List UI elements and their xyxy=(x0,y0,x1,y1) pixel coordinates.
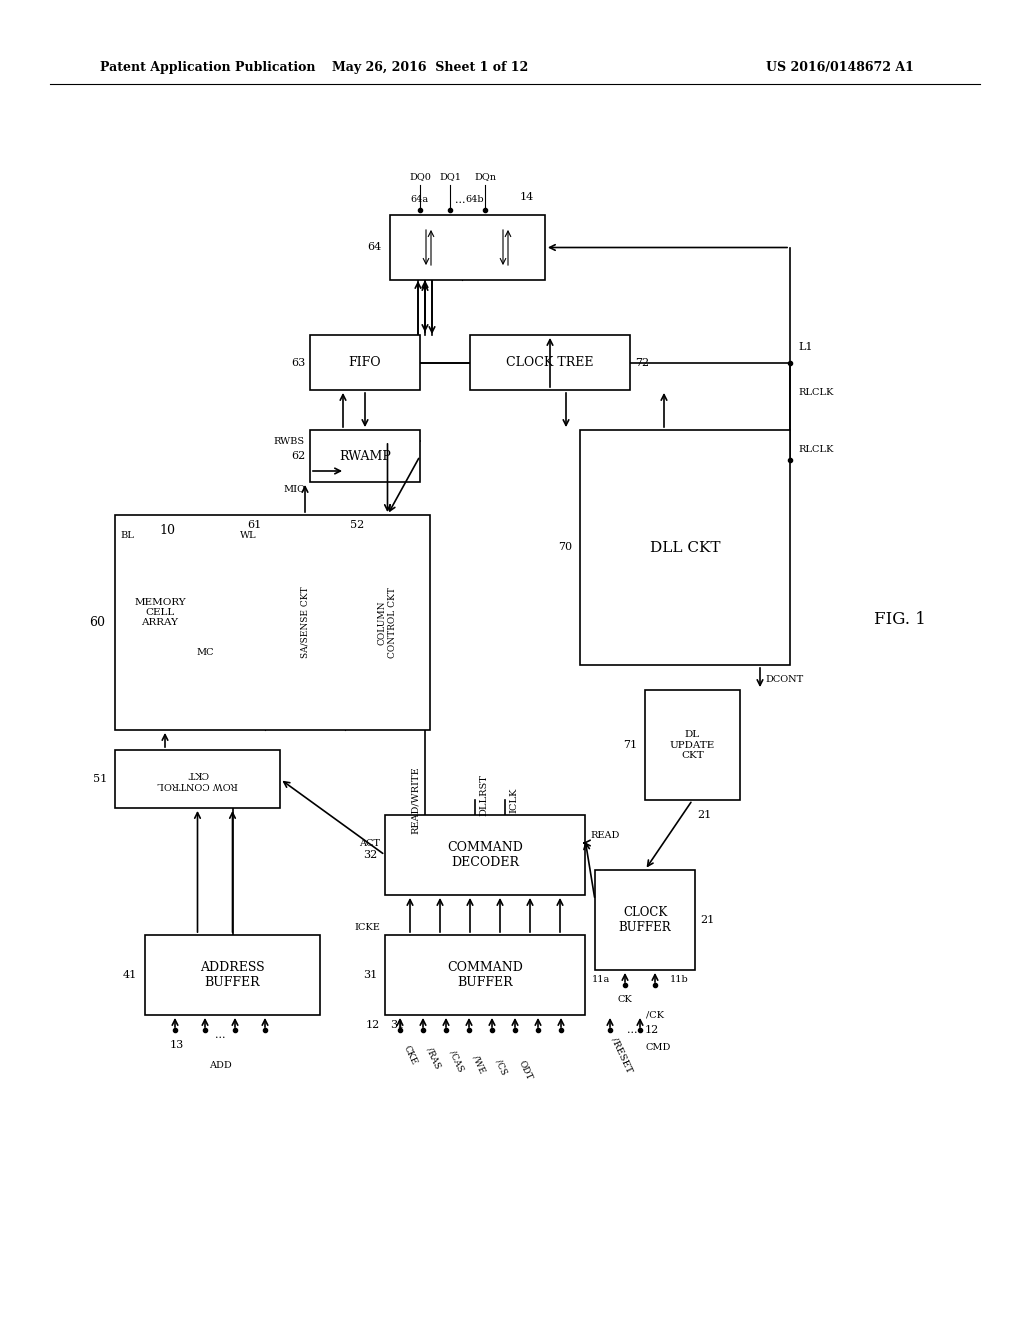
Text: 13: 13 xyxy=(170,1040,184,1049)
Bar xyxy=(595,870,695,970)
Text: BL: BL xyxy=(120,531,134,540)
Text: MEMORY
CELL
ARRAY: MEMORY CELL ARRAY xyxy=(134,598,185,627)
Text: 52: 52 xyxy=(350,520,365,531)
Text: COMMAND
DECODER: COMMAND DECODER xyxy=(447,841,523,869)
Text: ...: ... xyxy=(628,1026,638,1035)
Text: 12: 12 xyxy=(645,1026,659,1035)
Text: DQ0: DQ0 xyxy=(409,173,431,181)
Text: 12: 12 xyxy=(366,1020,380,1030)
Text: L1: L1 xyxy=(798,342,812,352)
Text: DLLRST: DLLRST xyxy=(479,774,488,816)
Text: /RAS: /RAS xyxy=(425,1045,442,1071)
Text: RWAMP: RWAMP xyxy=(339,450,391,462)
Text: 64b: 64b xyxy=(465,195,483,205)
Text: 62: 62 xyxy=(291,451,305,461)
Text: /CS: /CS xyxy=(494,1057,509,1076)
Text: May 26, 2016  Sheet 1 of 12: May 26, 2016 Sheet 1 of 12 xyxy=(332,62,528,74)
Text: /WE: /WE xyxy=(471,1053,487,1074)
Text: 11b: 11b xyxy=(670,975,689,985)
Text: MC: MC xyxy=(197,648,214,657)
Bar xyxy=(115,515,430,730)
Text: CMD: CMD xyxy=(645,1043,671,1052)
Bar xyxy=(385,814,585,895)
Text: 64a: 64a xyxy=(410,195,428,205)
Text: /CAS: /CAS xyxy=(449,1049,466,1073)
Text: US 2016/0148672 A1: US 2016/0148672 A1 xyxy=(766,62,914,74)
Text: MIO: MIO xyxy=(283,486,305,495)
Bar xyxy=(390,215,545,280)
Text: 31: 31 xyxy=(362,970,377,979)
Text: DL
UPDATE
CKT: DL UPDATE CKT xyxy=(670,730,715,760)
Bar xyxy=(145,935,319,1015)
Text: ICLK: ICLK xyxy=(509,787,518,813)
Text: DCONT: DCONT xyxy=(765,676,803,685)
Text: 61: 61 xyxy=(248,520,262,531)
Text: ICKE: ICKE xyxy=(354,923,380,932)
Text: RWBS: RWBS xyxy=(273,437,305,446)
Text: /CK: /CK xyxy=(646,1011,664,1019)
Text: ...: ... xyxy=(455,195,465,205)
Text: 31: 31 xyxy=(390,1020,404,1030)
Text: ROW CONTROL
CKT: ROW CONTROL CKT xyxy=(158,770,238,789)
Text: DLL CKT: DLL CKT xyxy=(650,540,720,554)
Bar xyxy=(385,935,585,1015)
Text: RLCLK: RLCLK xyxy=(798,446,834,454)
Text: FIG. 1: FIG. 1 xyxy=(874,611,926,628)
Bar xyxy=(115,750,280,808)
Text: Patent Application Publication: Patent Application Publication xyxy=(100,62,315,74)
Text: 63: 63 xyxy=(291,358,305,367)
Bar xyxy=(645,690,740,800)
Text: ODT: ODT xyxy=(517,1059,534,1081)
Text: 72: 72 xyxy=(635,358,649,367)
Text: 51: 51 xyxy=(93,774,106,784)
Text: 10: 10 xyxy=(159,524,175,536)
Text: WL: WL xyxy=(240,531,257,540)
Bar xyxy=(580,430,790,665)
Text: ADD: ADD xyxy=(209,1060,231,1069)
Text: 71: 71 xyxy=(623,741,637,750)
Text: FIFO: FIFO xyxy=(349,356,381,370)
Text: COLUMN
CONTROL CKT: COLUMN CONTROL CKT xyxy=(378,587,397,657)
Text: 41: 41 xyxy=(123,970,137,979)
Text: 21: 21 xyxy=(700,915,715,925)
Text: COMMAND
BUFFER: COMMAND BUFFER xyxy=(447,961,523,989)
Text: DQ1: DQ1 xyxy=(439,173,461,181)
Text: ACT: ACT xyxy=(359,838,380,847)
Text: CKE: CKE xyxy=(402,1044,419,1067)
Text: /RESET: /RESET xyxy=(610,1036,634,1074)
Text: CLOCK
BUFFER: CLOCK BUFFER xyxy=(618,906,672,935)
Text: 64: 64 xyxy=(368,243,382,252)
Text: 11a: 11a xyxy=(592,975,610,985)
Text: CLOCK TREE: CLOCK TREE xyxy=(506,356,594,370)
Text: 32: 32 xyxy=(362,850,377,861)
Text: ...: ... xyxy=(215,1030,225,1040)
Text: DQn: DQn xyxy=(474,173,496,181)
Text: ADDRESS
BUFFER: ADDRESS BUFFER xyxy=(200,961,265,989)
Bar xyxy=(310,335,420,389)
Text: 60: 60 xyxy=(89,616,105,630)
Text: 14: 14 xyxy=(520,191,535,202)
Text: SA/SENSE CKT: SA/SENSE CKT xyxy=(300,586,309,659)
Text: RLCLK: RLCLK xyxy=(798,388,834,397)
Text: 70: 70 xyxy=(558,543,572,553)
Text: CK: CK xyxy=(617,995,633,1005)
Bar xyxy=(470,335,630,389)
Text: READ/WRITE: READ/WRITE xyxy=(411,766,420,834)
Text: 21: 21 xyxy=(697,810,712,820)
Bar xyxy=(310,430,420,482)
Text: READ: READ xyxy=(590,830,620,840)
